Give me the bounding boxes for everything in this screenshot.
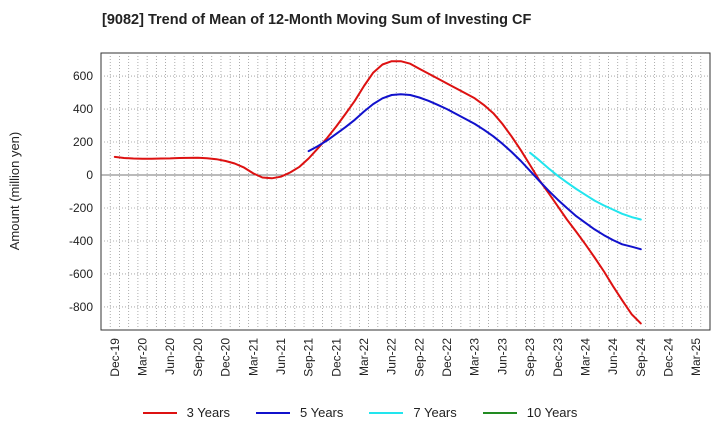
x-tick-label: Dec-19 <box>108 338 122 377</box>
series-line-3-years <box>113 60 642 325</box>
x-tick-label: Mar-25 <box>689 338 703 376</box>
x-tick-label: Jun-20 <box>163 338 177 375</box>
legend-swatch-10-years <box>482 411 517 414</box>
legend-swatch-3-years <box>142 411 177 414</box>
x-tick-labels: Dec-19 Mar-20 Jun-20 Sep-20 Dec-20 Mar-21 Jun-… <box>108 338 703 377</box>
legend-label-10-years: 10 Years <box>526 405 578 420</box>
x-tick-label: Dec-20 <box>219 338 233 377</box>
x-tick-label: Mar-22 <box>357 338 371 376</box>
series-line-5-years <box>307 93 642 251</box>
legend-item-3-years[interactable]: 3 Years <box>140 405 233 420</box>
x-tick-label: Sep-20 <box>191 338 205 377</box>
x-tick-label: Dec-22 <box>440 338 454 377</box>
x-tick-label: Jun-24 <box>606 338 620 375</box>
x-tick-label: Dec-21 <box>329 338 343 377</box>
y-tick-label: -600 <box>69 267 93 281</box>
x-tick-label: Jun-23 <box>495 338 509 375</box>
legend-label-5-years: 5 Years <box>300 405 344 420</box>
x-tick-label: Sep-22 <box>412 338 426 377</box>
y-tick-label: 200 <box>73 135 93 149</box>
series-lines <box>113 60 642 325</box>
grid-lines <box>101 53 710 330</box>
x-tick-label: Mar-21 <box>246 338 260 376</box>
y-tick-label: 400 <box>73 102 93 116</box>
legend: 3 Years 5 Years 7 Years 10 Years <box>0 405 720 420</box>
x-tick-label: Sep-21 <box>302 338 316 377</box>
y-axis-label: Amount (million yen) <box>7 132 22 251</box>
series-line-7-years <box>529 151 642 221</box>
legend-item-10-years[interactable]: 10 Years <box>480 405 581 420</box>
legend-label-7-years: 7 Years <box>413 405 457 420</box>
y-tick-label: -400 <box>69 234 93 248</box>
x-tick-label: Jun-22 <box>385 338 399 375</box>
x-tick-label: Jun-21 <box>274 338 288 375</box>
x-tick-label: Mar-24 <box>578 338 592 376</box>
x-tick-label: Sep-23 <box>523 338 537 377</box>
chart-title: [9082] Trend of Mean of 12-Month Moving … <box>102 12 532 28</box>
legend-swatch-5-years <box>256 411 290 414</box>
x-tick-label: Dec-24 <box>661 338 675 377</box>
y-tick-label: 600 <box>73 69 93 83</box>
legend-item-7-years[interactable]: 7 Years <box>366 405 459 420</box>
x-tick-label: Mar-20 <box>136 338 150 376</box>
x-tick-label: Sep-24 <box>634 338 648 377</box>
legend-item-5-years[interactable]: 5 Years <box>253 405 346 420</box>
y-tick-label: 0 <box>86 168 93 182</box>
x-tick-label: Dec-23 <box>551 338 565 377</box>
y-tick-label: -200 <box>69 201 93 215</box>
legend-swatch-7-years <box>369 411 404 414</box>
y-tick-labels: 600 400 200 0 -200 -400 -600 -800 <box>69 69 93 314</box>
y-tick-label: -800 <box>69 300 93 314</box>
legend-label-3-years: 3 Years <box>186 405 230 420</box>
x-tick-label: Mar-23 <box>468 338 482 376</box>
